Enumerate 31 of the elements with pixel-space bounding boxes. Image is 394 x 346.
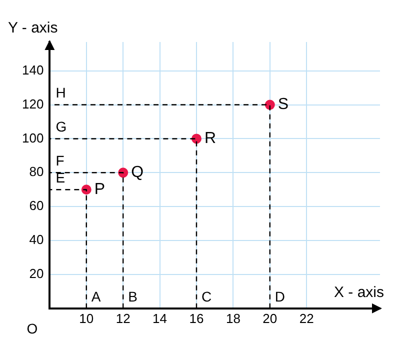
- y-tick-label: 120: [22, 96, 44, 112]
- x-tick-label: 14: [152, 310, 168, 326]
- point: [264, 100, 275, 110]
- y-tick-label: 80: [29, 164, 44, 180]
- annotation: Q: [131, 164, 144, 182]
- y-tick-label: 40: [29, 232, 44, 248]
- annotation: H: [56, 84, 66, 101]
- annotation: A: [91, 288, 102, 304]
- x-tick-label: 10: [79, 310, 94, 326]
- annotation: R: [204, 130, 216, 148]
- annotation: B: [128, 288, 138, 304]
- x-tick-label: 18: [226, 310, 240, 326]
- annotation: P: [94, 181, 106, 198]
- x-tick-label: 22: [299, 310, 314, 326]
- y-tick-label: 60: [29, 198, 44, 214]
- annotation: C: [201, 288, 212, 304]
- annotation: D: [274, 288, 286, 304]
- annotation: S: [278, 96, 289, 114]
- x-tick-label: 16: [189, 310, 204, 326]
- y-tick-label: 100: [22, 130, 44, 146]
- y-tick-label: 20: [29, 266, 44, 282]
- annotation: E: [56, 169, 66, 186]
- x-axis-title: X - axis: [334, 284, 384, 302]
- y-tick-label: 140: [22, 62, 44, 78]
- point: [81, 184, 92, 195]
- x-tick-label: 12: [116, 310, 130, 326]
- annotation: G: [56, 118, 67, 135]
- text: O: [26, 320, 38, 336]
- y-axis-title: Y - axis: [8, 20, 58, 37]
- annotation: F: [56, 152, 64, 169]
- x-tick-label: 20: [262, 310, 278, 326]
